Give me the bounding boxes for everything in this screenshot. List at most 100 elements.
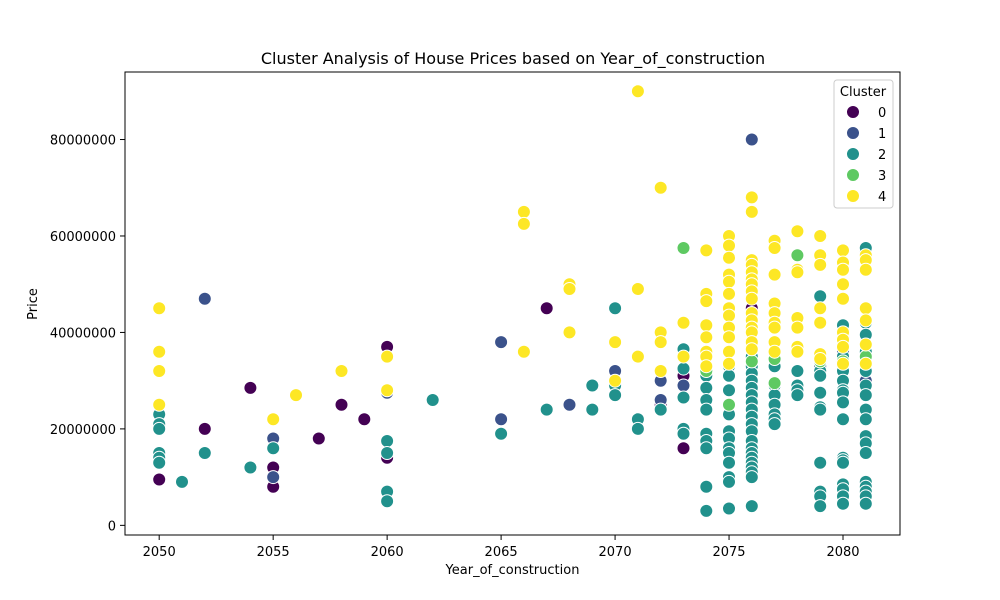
x-tick-label: 2075 <box>712 545 745 560</box>
data-point-cluster-4 <box>676 349 691 364</box>
data-point-cluster-2 <box>699 441 714 456</box>
data-point-cluster-4 <box>699 359 714 374</box>
data-point-cluster-4 <box>858 301 873 316</box>
x-tick-label: 2065 <box>485 545 518 560</box>
legend-marker-cluster-2 <box>846 147 860 161</box>
data-point-cluster-4 <box>630 84 645 99</box>
x-tick-label: 2070 <box>599 545 632 560</box>
data-point-cluster-2 <box>425 393 440 407</box>
data-point-cluster-4 <box>790 320 805 335</box>
data-point-cluster-2 <box>676 426 691 441</box>
data-point-cluster-2 <box>676 361 691 376</box>
data-point-cluster-2 <box>813 289 828 304</box>
data-point-cluster-2 <box>813 455 828 470</box>
y-tick-label: 20000000 <box>50 423 116 438</box>
y-tick-label: 40000000 <box>50 326 116 341</box>
legend-marker-cluster-4 <box>846 189 860 203</box>
data-point-cluster-0 <box>311 431 326 446</box>
data-point-cluster-2 <box>836 395 850 410</box>
data-point-cluster-4 <box>562 325 577 340</box>
data-point-cluster-4 <box>516 344 531 359</box>
data-point-cluster-2 <box>175 474 189 489</box>
data-point-cluster-0 <box>197 421 212 436</box>
data-point-cluster-2 <box>813 499 828 514</box>
data-point-cluster-4 <box>380 383 395 398</box>
x-tick-label: 2050 <box>143 545 176 560</box>
data-point-cluster-2 <box>767 417 782 432</box>
data-point-cluster-2 <box>585 402 600 417</box>
data-point-cluster-4 <box>744 204 759 219</box>
data-point-cluster-4 <box>289 388 303 403</box>
data-point-cluster-4 <box>767 320 782 335</box>
legend-title: Cluster <box>840 85 887 100</box>
data-point-cluster-2 <box>380 446 395 460</box>
data-point-cluster-0 <box>676 441 691 456</box>
data-point-cluster-4 <box>152 397 167 412</box>
data-point-cluster-2 <box>653 402 668 417</box>
data-point-cluster-4 <box>836 243 850 258</box>
data-point-cluster-2 <box>836 412 850 427</box>
data-point-cluster-2 <box>699 503 714 518</box>
data-point-cluster-2 <box>380 494 395 509</box>
data-point-cluster-4 <box>152 301 167 316</box>
data-point-cluster-3 <box>722 397 736 412</box>
data-point-cluster-2 <box>813 368 828 383</box>
legend-marker-cluster-1 <box>846 126 860 140</box>
chart-title: Cluster Analysis of House Prices based o… <box>261 49 765 69</box>
data-point-cluster-3 <box>676 241 691 255</box>
data-point-cluster-4 <box>608 335 623 350</box>
data-point-cluster-4 <box>813 229 828 243</box>
data-point-cluster-2 <box>858 388 873 403</box>
ticks-layer: 2050 2055 2060 2065 2070 2075 2080 0 20000000 400… <box>50 134 860 560</box>
data-point-cluster-4 <box>836 262 850 277</box>
data-point-cluster-2 <box>699 380 714 395</box>
data-point-cluster-1 <box>197 291 212 306</box>
data-point-cluster-2 <box>266 441 281 456</box>
data-point-cluster-4 <box>858 356 873 371</box>
data-point-cluster-4 <box>722 330 736 345</box>
data-point-cluster-1 <box>266 470 281 485</box>
data-point-cluster-4 <box>516 216 531 231</box>
data-point-cluster-2 <box>494 426 509 441</box>
data-point-cluster-2 <box>790 364 805 378</box>
data-point-cluster-0 <box>539 301 554 316</box>
data-point-cluster-2 <box>380 434 395 448</box>
data-point-cluster-4 <box>836 291 850 306</box>
data-point-cluster-4 <box>790 344 805 359</box>
data-point-cluster-4 <box>266 412 281 427</box>
data-point-cluster-2 <box>585 378 600 393</box>
x-axis-title: Year_of_construction <box>445 563 580 578</box>
data-point-cluster-1 <box>494 412 509 427</box>
data-point-cluster-4 <box>653 364 668 378</box>
legend-marker-cluster-0 <box>846 105 860 119</box>
data-point-cluster-4 <box>722 308 736 323</box>
data-point-cluster-0 <box>334 397 349 412</box>
data-point-cluster-4 <box>858 262 873 277</box>
data-point-cluster-4 <box>836 277 850 292</box>
data-point-cluster-1 <box>676 378 691 393</box>
data-point-cluster-4 <box>722 250 736 265</box>
data-point-cluster-2 <box>813 385 828 400</box>
data-point-cluster-4 <box>813 301 828 316</box>
data-point-cluster-3 <box>744 354 759 369</box>
data-point-cluster-4 <box>767 344 782 359</box>
data-point-cluster-4 <box>699 243 714 258</box>
data-point-cluster-4 <box>653 180 668 195</box>
data-point-cluster-4 <box>722 238 736 253</box>
data-point-cluster-4 <box>630 349 645 364</box>
legend-label-cluster-3: 3 <box>878 169 886 184</box>
y-tick-label: 0 <box>108 519 116 534</box>
data-point-cluster-2 <box>858 446 873 460</box>
data-point-cluster-2 <box>630 421 645 436</box>
data-point-cluster-4 <box>630 282 645 296</box>
data-point-cluster-4 <box>744 342 759 357</box>
data-point-cluster-2 <box>722 383 736 398</box>
data-point-cluster-2 <box>836 496 850 511</box>
data-point-cluster-4 <box>836 356 850 371</box>
data-point-cluster-0 <box>152 472 167 487</box>
data-point-cluster-4 <box>790 224 805 239</box>
legend-label-cluster-2: 2 <box>878 148 886 163</box>
x-tick-label: 2055 <box>257 545 290 560</box>
data-point-cluster-2 <box>722 474 736 489</box>
